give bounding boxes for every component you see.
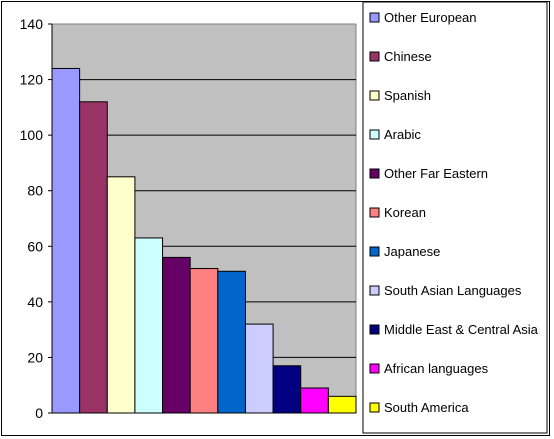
legend-label-korean: Korean [384, 205, 426, 220]
bar-spanish [106, 176, 136, 414]
bars [51, 67, 357, 414]
bar-other-european [51, 67, 81, 414]
bar-south-asian-languages [244, 323, 274, 414]
bar-african-languages [300, 387, 329, 414]
y-tick-label: 100 [20, 127, 44, 143]
legend-label-middle-east-central-asia: Middle East & Central Asia [384, 322, 539, 337]
legend-label-african-languages: African languages [384, 361, 489, 376]
legend-swatch-middle-east-central-asia [369, 324, 380, 335]
legend-label-japanese: Japanese [384, 244, 440, 259]
y-tick-label: 0 [35, 405, 43, 421]
bar-korean [189, 268, 219, 414]
legend-swatch-chinese [369, 51, 380, 62]
bar-other-far-eastern [162, 256, 191, 414]
legend-label-other-european: Other European [384, 10, 477, 25]
legend-swatch-african-languages [369, 363, 380, 374]
legend-box [362, 1, 548, 434]
axes: 0 20 40 60 80 100 120 140 [20, 16, 356, 421]
legend-swatch-south-america [369, 402, 380, 413]
bar-japanese [217, 270, 246, 414]
y-tick-label: 20 [27, 349, 43, 365]
bar-south-america [327, 395, 357, 414]
legend-label-other-far-eastern: Other Far Eastern [384, 166, 488, 181]
legend-label-spanish: Spanish [384, 88, 431, 103]
y-tick-label: 80 [27, 183, 43, 199]
legend-label-south-asian-languages: South Asian Languages [384, 283, 522, 298]
legend-swatch-spanish [369, 90, 380, 101]
legend-label-chinese: Chinese [384, 49, 432, 64]
bar-arabic [134, 237, 164, 414]
legend-label-south-america: South America [384, 400, 469, 415]
bar-chinese [79, 101, 108, 414]
legend-swatch-south-asian-languages [369, 285, 380, 296]
legend-swatch-japanese [369, 246, 380, 257]
bar-middle-east-central-asia [272, 365, 302, 414]
legend-swatch-other-european [369, 12, 380, 23]
legend-label-arabic: Arabic [384, 127, 421, 142]
legend-swatch-korean [369, 207, 380, 218]
y-tick-label: 60 [27, 238, 43, 254]
y-tick-label: 140 [20, 16, 44, 32]
legend: Other European Chinese Spanish Arabic Other … [362, 1, 548, 434]
y-tick-label: 40 [27, 294, 43, 310]
legend-swatch-other-far-eastern [369, 168, 380, 179]
legend-swatch-arabic [369, 129, 380, 140]
y-tick-label: 120 [20, 72, 44, 88]
